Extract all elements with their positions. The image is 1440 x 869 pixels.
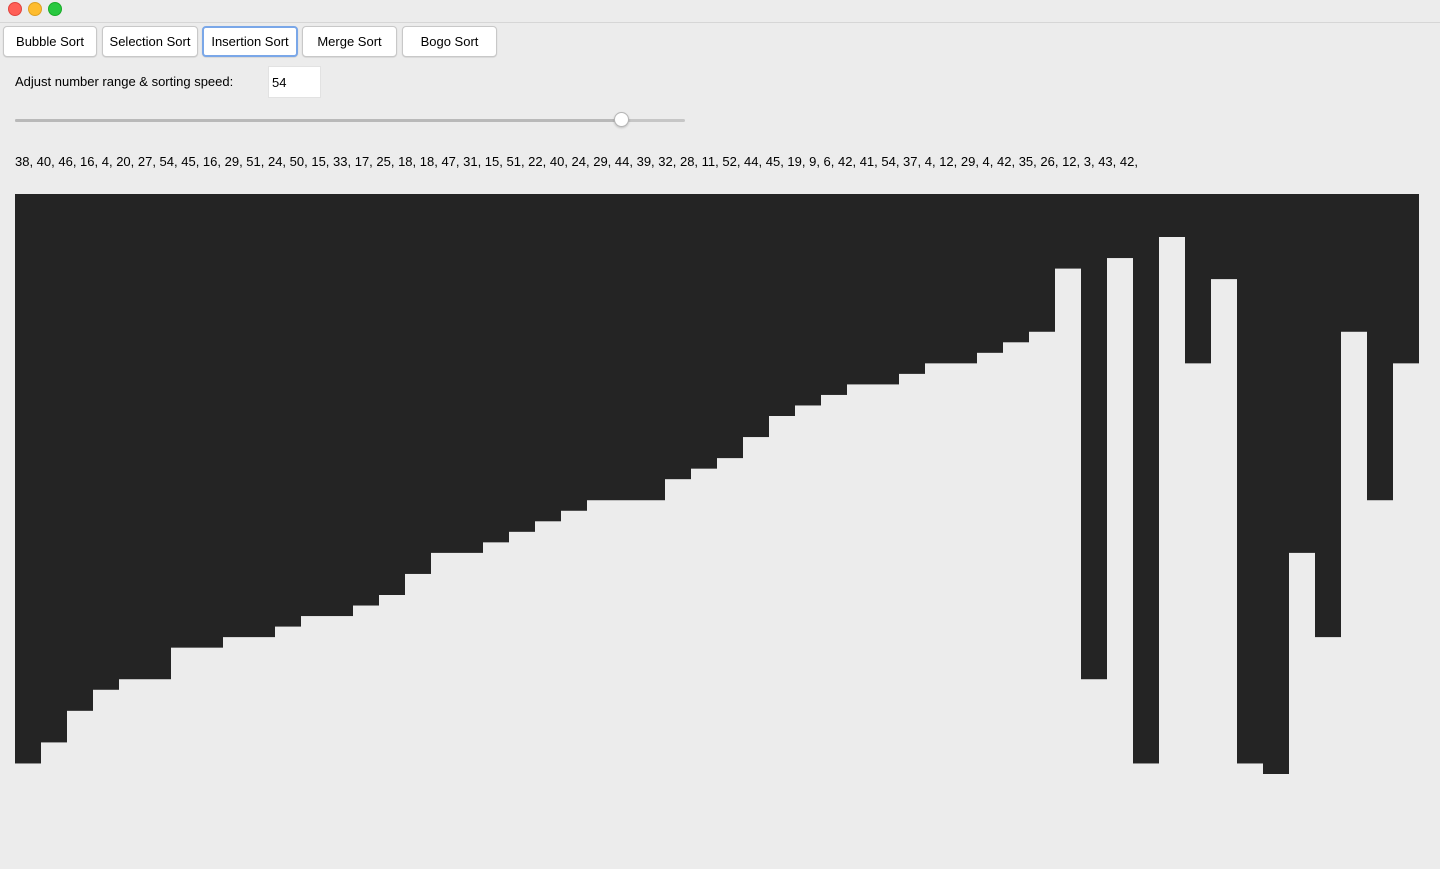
sort-bar [1367,194,1393,501]
window-titlebar [0,0,1440,23]
sort-bar [535,194,561,522]
sort-bar [691,194,717,469]
merge-sort-button[interactable]: Merge Sort [302,26,397,57]
sort-bar [1003,194,1029,343]
range-speed-label: Adjust number range & sorting speed: [15,74,234,89]
sort-bar [249,194,275,638]
sort-bar [145,194,171,680]
sort-bar [795,194,821,406]
sort-bar [1107,194,1133,259]
sort-bar [1159,194,1185,237]
speed-slider-track[interactable] [15,119,685,122]
sort-bar [899,194,925,374]
sort-bar [925,194,951,364]
sort-bar [1263,194,1289,774]
sort-bar [1081,194,1107,680]
sort-bar [743,194,769,438]
maximize-window-button[interactable] [48,2,62,16]
sort-bar [561,194,587,511]
sort-bar [457,194,483,553]
selection-sort-button[interactable]: Selection Sort [102,26,198,57]
sort-bar [1315,194,1341,638]
sort-bar [613,194,639,501]
bubble-sort-button[interactable]: Bubble Sort [3,26,97,57]
sort-bar [1393,194,1419,364]
sort-bar [1185,194,1211,364]
sort-bar [353,194,379,606]
sort-bar [1133,194,1159,764]
sort-bar [223,194,249,638]
sort-bar [197,194,223,648]
sort-bar [67,194,93,711]
speed-slider-knob[interactable] [613,112,629,127]
sort-bar [769,194,795,416]
sort-bar [327,194,353,617]
sort-bar [977,194,1003,353]
sort-bar [1055,194,1081,269]
sort-bar [405,194,431,574]
numbers-list: 38, 40, 46, 16, 4, 20, 27, 54, 45, 16, 2… [15,154,1138,169]
sort-bar [379,194,405,595]
sort-bar [93,194,119,690]
sort-bar [1341,194,1367,332]
sort-bar [41,194,67,743]
sort-bar [847,194,873,385]
sort-bar [665,194,691,480]
sort-bar [119,194,145,680]
speed-slider-fill [15,119,622,122]
sort-bar [717,194,743,459]
minimize-window-button[interactable] [28,2,42,16]
sort-bar [483,194,509,543]
sort-bar [431,194,457,553]
sort-bar [587,194,613,501]
sort-bar [821,194,847,395]
sort-bar [509,194,535,532]
sort-bar [275,194,301,627]
sort-bar [1237,194,1263,764]
sort-bar [1289,194,1315,553]
sort-bar [1029,194,1055,332]
number-range-input[interactable] [268,66,321,98]
sort-bar [1211,194,1237,280]
sort-bar [951,194,977,364]
sort-bar [873,194,899,385]
bogo-sort-button[interactable]: Bogo Sort [402,26,497,57]
sort-bar [639,194,665,501]
close-window-button[interactable] [8,2,22,16]
sort-bar [15,194,41,764]
sort-bar [171,194,197,648]
sort-bar [301,194,327,617]
insertion-sort-button[interactable]: Insertion Sort [202,26,298,57]
